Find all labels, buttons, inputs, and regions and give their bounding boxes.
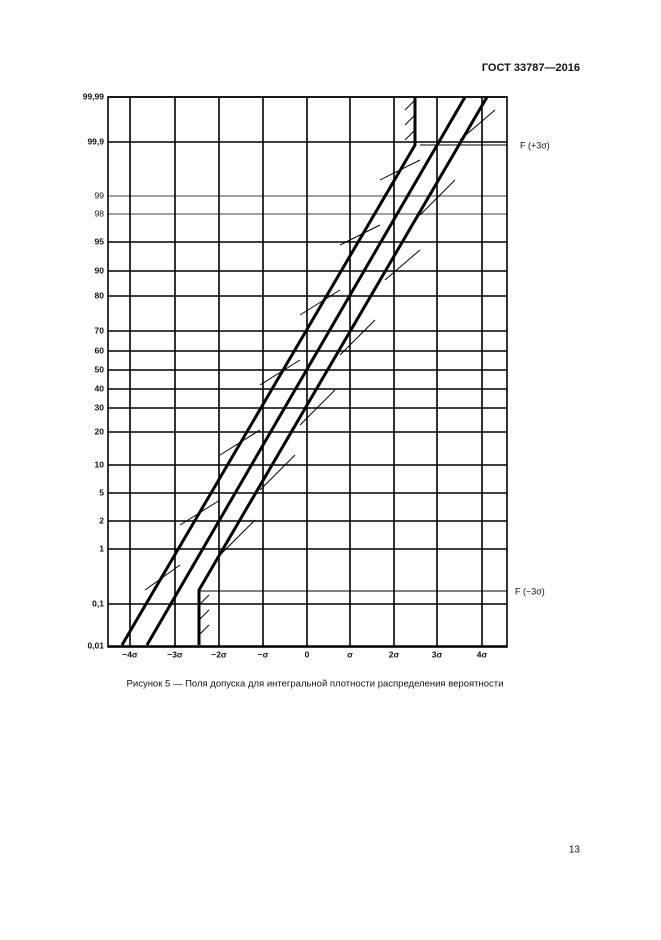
y-label: 99 (95, 190, 105, 200)
y-label: 50 (95, 364, 105, 374)
page-number: 13 (569, 845, 581, 856)
y-label: 30 (95, 402, 105, 412)
x-label: 4σ (477, 649, 488, 659)
x-label: −4σ (122, 649, 138, 659)
lower-boundary (197, 96, 489, 645)
y-label: 90 (95, 265, 105, 275)
y-label: 1 (99, 543, 104, 553)
header: ГОСТ 33787—2016 (482, 62, 580, 74)
x-label: 0 (305, 649, 310, 659)
x-label: −σ (258, 649, 269, 659)
y-label: 10 (95, 459, 105, 469)
center-line (145, 96, 467, 646)
y-label: 99,9 (87, 136, 104, 146)
x-label: 2σ (389, 649, 400, 659)
caption: Рисунок 5 — Поля допуска для интегрально… (127, 679, 504, 690)
hatching (144, 99, 507, 636)
x-label: −2σ (211, 649, 227, 659)
y-label: 99,99 (83, 91, 105, 101)
y-label: 20 (95, 426, 105, 436)
x-label: −3σ (167, 649, 183, 659)
y-label: 0,1 (92, 598, 104, 608)
upper-boundary (120, 97, 417, 646)
annotation: F (−3σ) (515, 586, 545, 596)
y-label: 95 (95, 236, 105, 246)
tolerance-lines (120, 96, 507, 646)
y-label: 0,01 (87, 640, 104, 650)
y-label: 80 (95, 290, 105, 300)
y-label: 98 (95, 208, 105, 218)
y-label: 5 (99, 487, 104, 497)
y-label: 40 (95, 383, 105, 393)
y-label: 2 (99, 515, 104, 525)
x-label: 3σ (432, 649, 443, 659)
y-label: 70 (95, 325, 105, 335)
x-label: σ (347, 649, 353, 659)
y-label: 60 (95, 345, 105, 355)
annotation: F (+3σ) (520, 140, 550, 150)
